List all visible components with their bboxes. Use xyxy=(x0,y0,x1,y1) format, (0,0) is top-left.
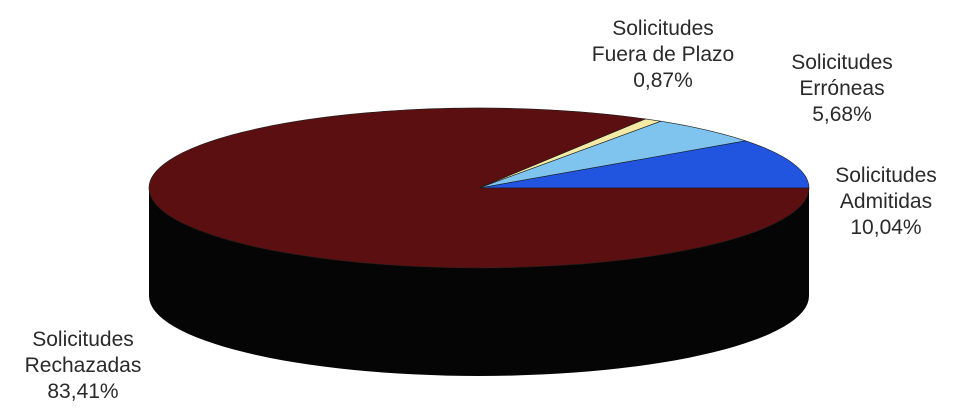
slice-label-admitidas: Solicitudes Admitidas 10,04% xyxy=(835,163,937,241)
pie-top xyxy=(148,107,810,269)
slice-label-erroneas-line1: Solicitudes xyxy=(791,51,893,74)
pie-depth xyxy=(149,188,809,376)
slice-value-erroneas: 5,68% xyxy=(812,103,872,126)
pie-side-rechazadas xyxy=(149,188,809,376)
slice-value-admitidas: 10,04% xyxy=(850,216,922,239)
slice-label-fuera-de-plazo-line1: Solicitudes xyxy=(612,17,714,40)
slice-label-admitidas-line1: Solicitudes xyxy=(835,164,937,187)
slice-value-fuera-de-plazo: 0,87% xyxy=(633,69,693,92)
pie-slice-rechazadas xyxy=(148,107,810,269)
slice-label-rechazadas-line1: Solicitudes xyxy=(32,328,134,351)
slice-label-rechazadas: Solicitudes Rechazadas 83,41% xyxy=(25,327,142,405)
slice-label-fuera-de-plazo: Solicitudes Fuera de Plazo 0,87% xyxy=(592,16,734,94)
slice-label-rechazadas-line2: Rechazadas xyxy=(24,354,142,377)
pie-slice-admitidas xyxy=(478,140,810,189)
slice-label-fuera-de-plazo-line2: Fuera de Plazo xyxy=(591,43,735,66)
slice-label-erroneas-line2: Erróneas xyxy=(799,77,885,100)
slice-label-erroneas: Solicitudes Erróneas 5,68% xyxy=(791,50,893,128)
slice-value-rechazadas: 83,41% xyxy=(47,380,119,403)
slice-label-admitidas-line2: Admitidas xyxy=(839,190,933,213)
